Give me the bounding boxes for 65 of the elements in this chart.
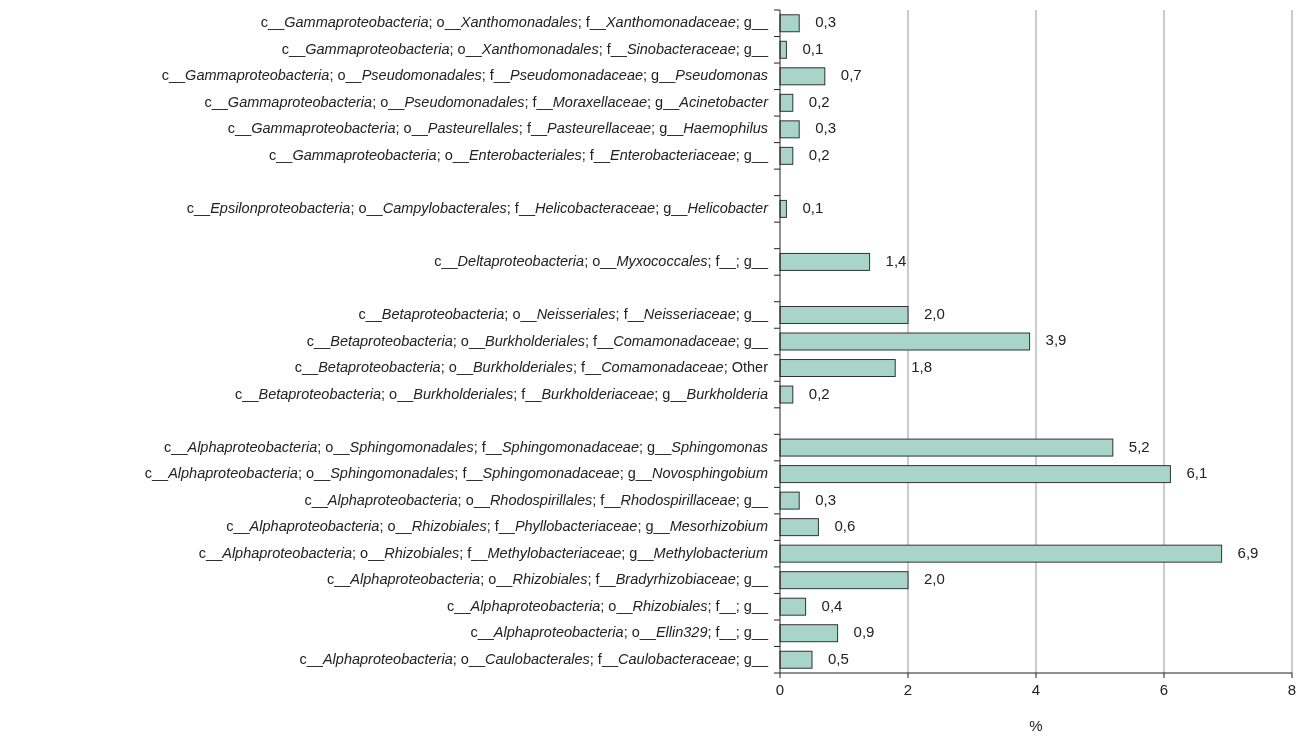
data-label: 0,3 [815, 13, 837, 31]
data-label: 0,5 [828, 649, 849, 667]
category-label: c__Alphaproteobacteria; o__Rhizobiales; f__Methylobacteriaceae; g__Methylobacterium [198, 544, 768, 561]
data-label: 3,9 [1045, 331, 1067, 349]
x-tick-label: 4 [1031, 681, 1041, 698]
category-label: c__Gammaproteobacteria; o__Xanthomonadales; f__Sinobacteraceae; g__ [281, 40, 768, 57]
bar [779, 252, 871, 271]
category-label: c__Alphaproteobacteria; o__Rhizobiales; f__Bradyrhizobiaceae; g__ [326, 571, 768, 588]
x-tick-label: 8 [1287, 681, 1297, 698]
data-label: 6,9 [1237, 543, 1259, 561]
bar [779, 624, 839, 643]
bar [779, 305, 909, 324]
bar [779, 385, 794, 404]
bar [779, 120, 800, 139]
category-label: c__Gammaproteobacteria; o__Pasteurellales; f__Pasteurellaceae; g__Haemophilus [227, 120, 768, 137]
category-label: c__Betaproteobacteria; o__Burkholderiales; f__Burkholderiaceae; g__Burkholderia [235, 385, 768, 402]
data-label: 0,1 [802, 198, 824, 216]
data-label: 0,3 [815, 490, 837, 508]
data-label: 0,1 [802, 39, 824, 57]
category-label: c__Betaproteobacteria; o__Neisseriales; f__Neisseriaceae; g__ [358, 305, 768, 322]
category-label: c__Gammaproteobacteria; o__Enterobacteriales; f__Enterobacteriaceae; g__ [268, 146, 768, 163]
bar [779, 332, 1031, 351]
category-label: c__Alphaproteobacteria; o__Rhodospirillales; f__Rhodospirillaceae; g__ [304, 491, 768, 508]
category-label: c__Alphaproteobacteria; o__Caulobacterales; f__Caulobacteraceae; g__ [299, 650, 768, 667]
data-label: 2,0 [924, 304, 945, 322]
bar [779, 597, 807, 616]
category-label: c__Gammaproteobacteria; o__Pseudomonadales; f__Moraxellaceae; g__Acinetobacter [204, 93, 768, 110]
x-axis-title: % [1029, 717, 1043, 734]
data-label: 0,7 [840, 66, 862, 84]
bar [779, 544, 1223, 563]
data-label: 5,2 [1128, 437, 1150, 455]
x-tick-label: 0 [775, 681, 785, 698]
category-label: c__Gammaproteobacteria; o__Xanthomonadales; f__Xanthomonadaceae; g__ [260, 14, 768, 31]
x-tick-label: 6 [1159, 681, 1169, 698]
data-label: 0,4 [821, 596, 843, 614]
data-label: 0,2 [808, 92, 830, 110]
x-tick-label: 2 [903, 681, 913, 698]
data-label: 1,8 [911, 357, 933, 375]
bar [779, 491, 800, 510]
category-label: c__Deltaproteobacteria; o__Myxococcales; f__; g__ [434, 252, 768, 269]
bar [779, 650, 813, 669]
data-label: 6,1 [1186, 464, 1208, 482]
bar [779, 14, 800, 33]
category-label: c__Alphaproteobacteria; o__Sphingomonadales; f__Sphingomonadaceae; g__Sphingomonas [164, 438, 768, 455]
category-label: c__Epsilonproteobacteria; o__Campylobacterales; f__Helicobacteraceae; g__Helicobacter [186, 199, 768, 216]
data-label: 0,6 [834, 517, 856, 535]
bar [779, 465, 1171, 484]
category-label: c__Gammaproteobacteria; o__Pseudomonadales; f__Pseudomonadaceae; g__Pseudomonas [161, 67, 768, 84]
category-label: c__Alphaproteobacteria; o__Sphingomonadales; f__Sphingomonadaceae; g__Novosphingobium [144, 464, 768, 481]
data-label: 1,4 [885, 251, 907, 269]
category-label: c__Alphaproteobacteria; o__Rhizobiales; f__Phyllobacteriaceae; g__Mesorhizobium [226, 517, 768, 534]
bar [779, 571, 909, 590]
bar [779, 359, 896, 378]
bar [779, 67, 826, 86]
bar [779, 438, 1114, 457]
data-label: 0,2 [808, 145, 830, 163]
data-label: 0,9 [853, 623, 875, 641]
category-label: c__Alphaproteobacteria; o__Ellin329; f__; g__ [470, 624, 768, 641]
data-label: 2,0 [924, 570, 945, 588]
bar [779, 518, 819, 537]
category-label: c__Betaproteobacteria; o__Burkholderiales; f__Comamonadaceae; g__ [306, 332, 768, 349]
data-label: 0,3 [815, 119, 837, 137]
category-label: c__Alphaproteobacteria; o__Rhizobiales; f__; g__ [447, 597, 768, 614]
category-label: c__Betaproteobacteria; o__Burkholderiales; f__Comamonadaceae; Other [294, 358, 768, 375]
data-label: 0,2 [808, 384, 830, 402]
